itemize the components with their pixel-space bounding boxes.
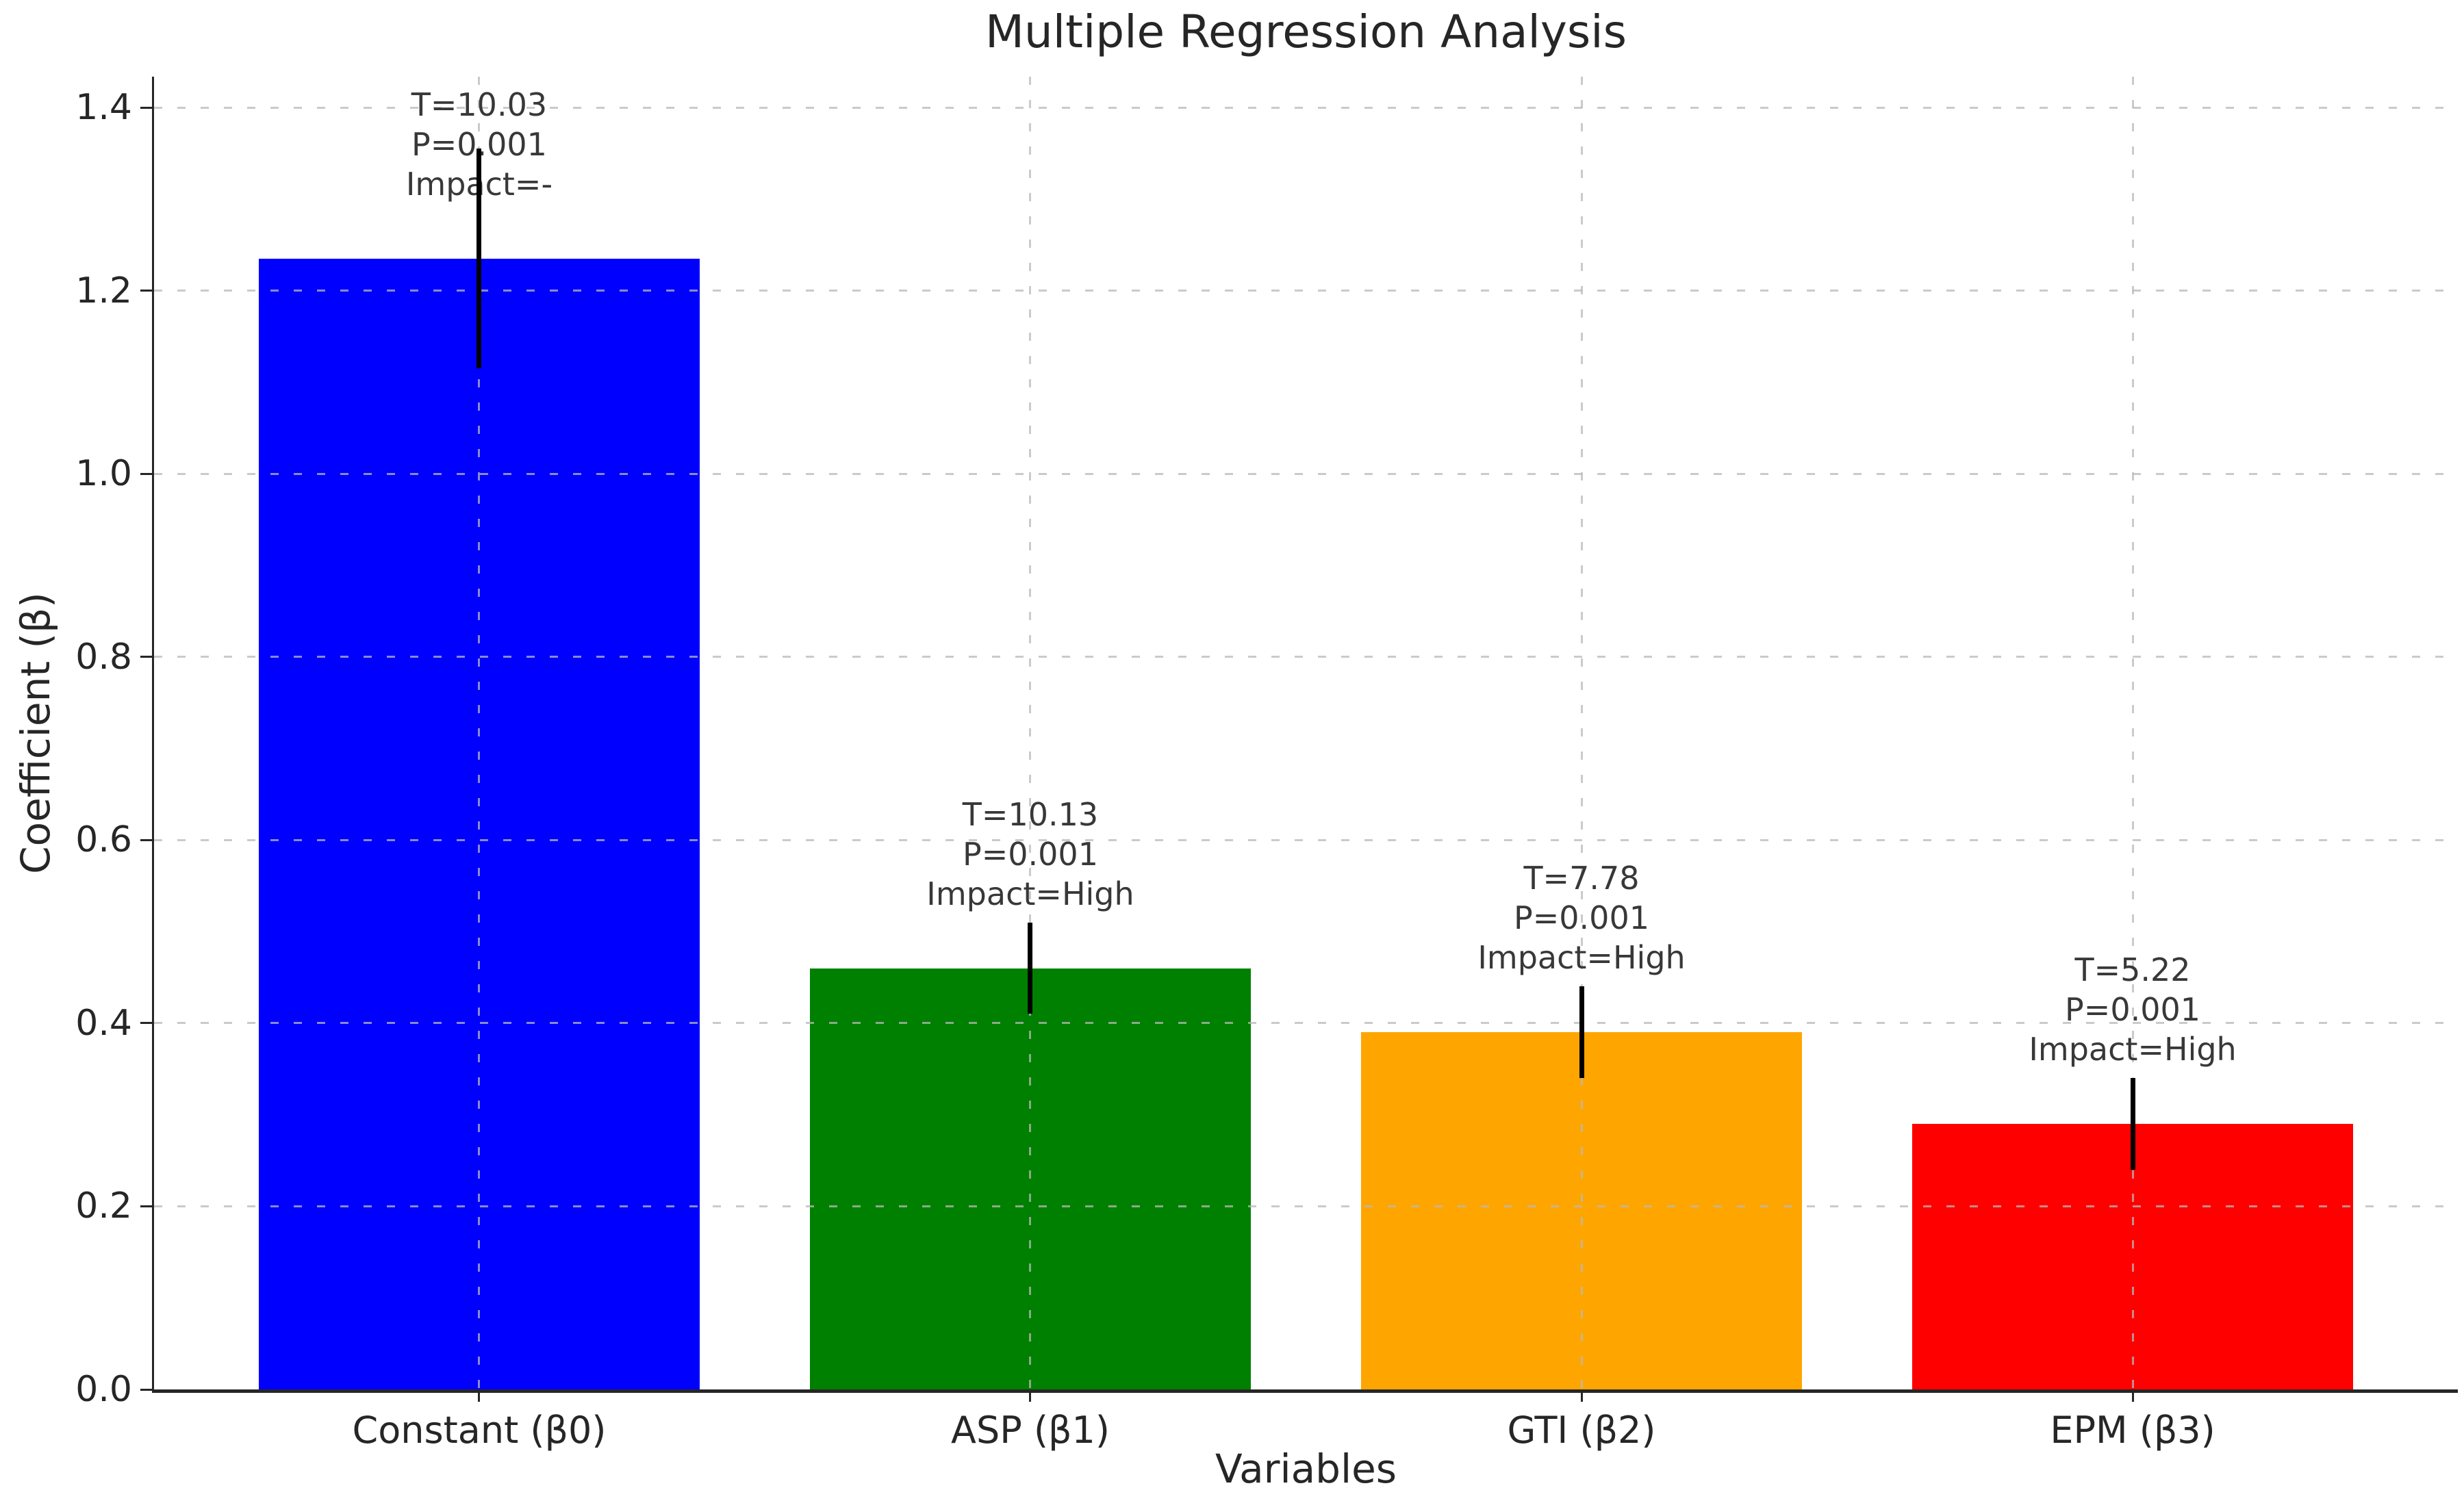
y-tick-mark bbox=[140, 472, 154, 475]
y-tick-mark bbox=[140, 1205, 154, 1207]
y-tick-mark bbox=[140, 656, 154, 658]
gridline-horizontal bbox=[154, 290, 2458, 292]
gridline-vertical bbox=[1580, 77, 1583, 1389]
annotation-line: T=10.03 bbox=[411, 86, 548, 123]
gridline-vertical bbox=[1029, 77, 1032, 1389]
x-tick-label: GTI (β2) bbox=[1507, 1409, 1656, 1452]
y-tick-label: 0.4 bbox=[75, 1002, 132, 1044]
annotation-line: Impact=High bbox=[926, 875, 1134, 912]
annotation-line: Impact=High bbox=[2029, 1031, 2237, 1068]
annotation-line: T=10.13 bbox=[962, 795, 1099, 833]
error-bar bbox=[477, 149, 482, 369]
x-axis-label: Variables bbox=[1215, 1446, 1397, 1492]
y-tick-label: 1.4 bbox=[75, 87, 132, 128]
bar-annotation: T=5.22 P=0.001 Impact=High bbox=[2029, 950, 2236, 1069]
x-tick-mark bbox=[2131, 1389, 2134, 1402]
gridline-horizontal bbox=[154, 472, 2458, 475]
chart-title: Multiple Regression Analysis bbox=[985, 5, 1627, 58]
y-tick-mark bbox=[140, 838, 154, 841]
y-tick-mark bbox=[140, 290, 154, 292]
bar-annotation: T=7.78 P=0.001 Impact=High bbox=[1477, 858, 1685, 977]
annotation-line: P=0.001 bbox=[1514, 899, 1649, 937]
left-spine bbox=[152, 77, 154, 1393]
y-tick-label: 0.0 bbox=[75, 1369, 132, 1410]
x-tick-mark bbox=[478, 1389, 481, 1402]
y-tick-mark bbox=[140, 1388, 154, 1391]
error-bar bbox=[1579, 986, 1584, 1079]
annotation-line: T=5.22 bbox=[2074, 951, 2191, 989]
x-tick-label: ASP (β1) bbox=[951, 1409, 1110, 1452]
error-bar bbox=[1028, 922, 1033, 1014]
gridline-vertical bbox=[478, 77, 481, 1389]
y-tick-label: 0.8 bbox=[75, 636, 132, 678]
annotation-line: P=0.001 bbox=[962, 835, 1098, 873]
bottom-spine bbox=[152, 1389, 2458, 1393]
y-tick-label: 1.2 bbox=[75, 270, 132, 311]
gridline-horizontal bbox=[154, 1022, 2458, 1025]
annotation-line: P=0.001 bbox=[2065, 991, 2201, 1029]
x-tick-mark bbox=[1029, 1389, 1032, 1402]
annotation-line: T=7.78 bbox=[1523, 860, 1640, 897]
x-tick-label: Constant (β0) bbox=[352, 1409, 607, 1452]
y-axis-label: Coefficient (β) bbox=[12, 592, 59, 874]
annotation-line: Impact=High bbox=[1477, 939, 1686, 977]
y-tick-mark bbox=[140, 1022, 154, 1025]
gridline-horizontal bbox=[154, 656, 2458, 658]
y-tick-label: 0.6 bbox=[75, 819, 132, 861]
x-tick-label: EPM (β3) bbox=[2050, 1409, 2215, 1452]
gridline-horizontal bbox=[154, 106, 2458, 109]
gridline-vertical bbox=[2131, 77, 2134, 1389]
y-tick-label: 1.0 bbox=[75, 453, 132, 495]
bar-annotation: T=10.13 P=0.001 Impact=High bbox=[926, 795, 1134, 914]
gridline-horizontal bbox=[154, 838, 2458, 841]
x-tick-mark bbox=[1580, 1389, 1583, 1402]
gridline-horizontal bbox=[154, 1205, 2458, 1207]
error-bar bbox=[2130, 1078, 2135, 1170]
y-tick-mark bbox=[140, 106, 154, 109]
y-tick-label: 0.2 bbox=[75, 1185, 132, 1227]
